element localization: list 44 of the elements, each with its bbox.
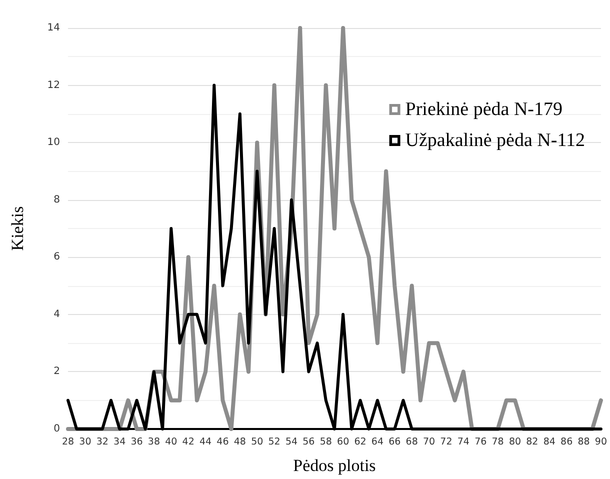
x-tick-label: 58 bbox=[320, 436, 332, 448]
y-tick-label: 12 bbox=[47, 80, 60, 91]
x-tick-label: 40 bbox=[165, 436, 178, 448]
y-tick-label: 4 bbox=[54, 308, 60, 320]
x-tick-label: 66 bbox=[388, 436, 401, 448]
x-tick-label: 34 bbox=[114, 436, 126, 448]
x-tick-label: 30 bbox=[79, 436, 92, 448]
x-tick-label: 68 bbox=[406, 436, 418, 448]
x-tick-label: 52 bbox=[268, 436, 280, 448]
x-tick-label: 72 bbox=[440, 436, 452, 448]
x-tick-label: 54 bbox=[285, 436, 298, 448]
x-tick-label: 84 bbox=[543, 436, 556, 448]
x-tick-label: 42 bbox=[182, 436, 194, 448]
x-tick-label: 76 bbox=[474, 436, 487, 448]
y-tick-label: 10 bbox=[47, 137, 60, 148]
x-tick-label: 82 bbox=[526, 436, 538, 448]
x-tick-label: 78 bbox=[492, 436, 504, 448]
y-tick-label: 8 bbox=[54, 194, 60, 206]
x-tick-label: 88 bbox=[578, 436, 590, 448]
x-tick-label: 74 bbox=[457, 436, 470, 448]
x-tick-label: 60 bbox=[337, 436, 350, 448]
x-tick-label: 28 bbox=[62, 436, 74, 448]
x-tick-label: 44 bbox=[199, 436, 212, 448]
y-tick-label: 14 bbox=[47, 22, 60, 34]
x-tick-label: 64 bbox=[371, 436, 384, 448]
x-tick-label: 46 bbox=[216, 436, 229, 448]
y-tick-label: 0 bbox=[54, 424, 60, 434]
x-tick-label: 62 bbox=[354, 436, 366, 448]
y-tick-label: 6 bbox=[54, 252, 60, 263]
x-tick-label: 70 bbox=[422, 436, 436, 448]
x-tick-label: 86 bbox=[560, 436, 573, 448]
x-tick-label: 48 bbox=[234, 436, 246, 448]
x-axis-title: Pėdos plotis bbox=[293, 456, 376, 475]
x-tick-label: 32 bbox=[96, 436, 108, 448]
legend-label: Priekinė pėda N-179 bbox=[405, 99, 563, 120]
legend-label: Užpakalinė pėda N-112 bbox=[405, 130, 586, 151]
y-axis-title: Kiekis bbox=[8, 206, 27, 251]
x-tick-label: 36 bbox=[130, 436, 143, 448]
y-tick-label: 2 bbox=[54, 366, 60, 378]
x-tick-label: 38 bbox=[148, 436, 160, 448]
x-tick-label: 50 bbox=[251, 436, 264, 448]
x-tick-label: 56 bbox=[302, 436, 315, 448]
x-tick-label: 90 bbox=[594, 436, 608, 448]
x-tick-label: 80 bbox=[508, 436, 522, 448]
